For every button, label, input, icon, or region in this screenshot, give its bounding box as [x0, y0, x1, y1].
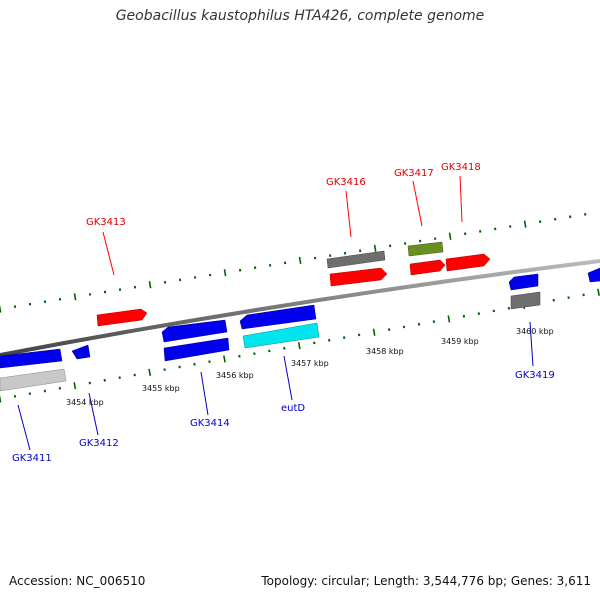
genome-backbone	[0, 259, 600, 357]
lower-scale-tick	[313, 341, 316, 345]
lower-scale-tick	[432, 320, 436, 324]
kbp-label-3457: 3457 kbp	[291, 359, 329, 368]
accession-label: Accession: NC_006510	[9, 574, 146, 588]
gene-label-gk3412: GK3412	[79, 438, 119, 449]
gene-gk3419-blue[interactable]	[508, 273, 539, 291]
gene-gk3419[interactable]	[510, 291, 541, 310]
leader-eutd	[283, 355, 293, 401]
upper-tick-scale	[0, 213, 587, 313]
gene-gk3417[interactable]	[409, 259, 446, 276]
kbp-label-3456: 3456 kbp	[216, 371, 254, 380]
gene-gk3411-gray[interactable]	[0, 368, 67, 392]
lower-scale-tick	[372, 328, 376, 336]
gene-gk3418[interactable]	[445, 253, 491, 272]
gene-gk3413[interactable]	[96, 308, 148, 327]
upper-scale-tick	[223, 269, 227, 277]
kbp-label-3454: 3454 kbp	[66, 398, 104, 407]
leader-gk3416	[345, 190, 352, 238]
leader-gk3417	[412, 180, 423, 227]
leader-gk3411	[17, 404, 31, 451]
upper-scale-tick	[148, 281, 152, 289]
topology-label: Topology: circular; Length: 3,544,776 bp…	[261, 574, 591, 588]
gene-label-gk3417: GK3417	[394, 168, 434, 179]
gene-gk3411[interactable]	[0, 348, 63, 369]
kbp-label-3459: 3459 kbp	[441, 337, 479, 346]
gene-label-gk3416: GK3416	[326, 177, 366, 188]
lower-scale-tick	[0, 395, 2, 403]
gene-gk3417-olive[interactable]	[407, 241, 444, 257]
gene-label-gk3411: GK3411	[12, 453, 52, 464]
lower-scale-tick	[73, 382, 77, 390]
gene-gk3414-b[interactable]	[163, 337, 230, 362]
gene-eutd-blue[interactable]	[239, 304, 317, 330]
lower-scale-tick	[597, 288, 600, 296]
leader-gk3414	[200, 371, 209, 416]
gene-label-eutd: eutD	[281, 403, 305, 414]
upper-scale-tick	[0, 305, 2, 313]
lower-scale-tick	[58, 386, 62, 390]
kbp-label-3455: 3455 kbp	[142, 384, 180, 393]
leader-gk3412	[88, 392, 99, 436]
gene-edge-blue[interactable]	[587, 267, 600, 283]
gene-gk3412[interactable]	[71, 344, 91, 360]
gene-gk3414-a[interactable]	[161, 319, 228, 343]
lower-scale-tick	[148, 368, 152, 376]
gene-eutd[interactable]	[242, 322, 320, 349]
gene-gk3416[interactable]	[329, 267, 388, 287]
upper-scale-tick	[373, 244, 377, 252]
gene-gk3416-gray[interactable]	[326, 250, 386, 269]
gene-label-gk3418: GK3418	[441, 162, 481, 173]
lower-scale-tick	[477, 312, 481, 316]
upper-scale-tick	[448, 232, 452, 240]
map-title: Geobacillus kaustophilus HTA426, complet…	[115, 8, 485, 24]
lower-scale-tick	[297, 342, 301, 350]
kbp-label-3460: 3460 kbp	[516, 327, 554, 336]
gene-label-gk3419: GK3419	[515, 370, 555, 381]
gene-label-gk3413: GK3413	[86, 217, 126, 228]
lower-scale-tick	[103, 378, 106, 382]
lower-tick-scale	[0, 288, 600, 403]
gene-label-gk3414: GK3414	[190, 418, 230, 429]
leader-gk3418	[459, 175, 463, 223]
leader-gk3419	[529, 321, 534, 367]
upper-scale-tick	[523, 220, 527, 228]
kbp-label-3458: 3458 kbp	[366, 347, 404, 356]
lower-scale-tick	[447, 315, 451, 323]
lower-scale-tick	[268, 349, 271, 353]
upper-scale-tick	[298, 256, 302, 265]
leader-gk3413	[102, 231, 115, 276]
lower-scale-tick	[223, 355, 226, 363]
upper-scale-tick	[73, 293, 77, 301]
